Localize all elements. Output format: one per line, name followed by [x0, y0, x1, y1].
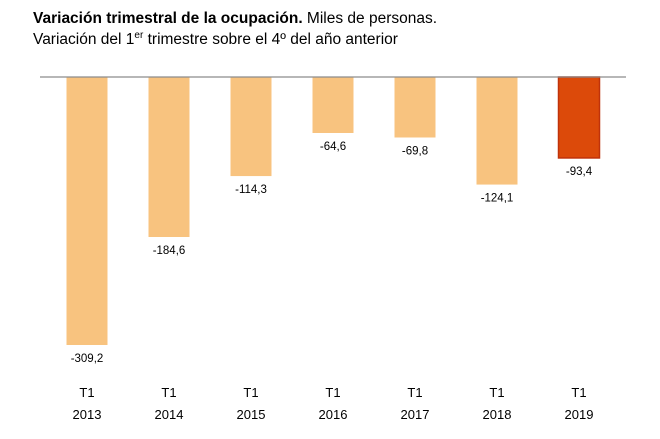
- title-line: Variación trimestral de la ocupación. Mi…: [33, 8, 437, 30]
- subtitle-suffix: trimestre sobre el 4º del año anterior: [143, 31, 398, 48]
- x-tick-label: 2017: [401, 407, 430, 422]
- x-tick-label: T1: [571, 385, 586, 400]
- chart-title: Variación trimestral de la ocupación. Mi…: [33, 8, 437, 50]
- subtitle-prefix: Variación del 1: [33, 31, 135, 48]
- x-tick-label: T1: [79, 385, 94, 400]
- x-tick-label: T1: [243, 385, 258, 400]
- chart-subtitle: Variación del 1er trimestre sobre el 4º …: [33, 30, 437, 50]
- x-tick-label: 2013: [73, 407, 102, 422]
- bar-2016: [312, 77, 354, 133]
- bar-2014: [148, 77, 190, 238]
- value-label: -64,6: [320, 141, 346, 153]
- x-tick-label: T1: [489, 385, 504, 400]
- title-rest: Miles de personas.: [302, 10, 438, 27]
- value-label: -124,1: [481, 193, 514, 205]
- bar-2017: [394, 77, 436, 138]
- value-label: -114,3: [235, 184, 267, 196]
- x-tick-label: T1: [407, 385, 422, 400]
- x-tick-label: 2014: [155, 407, 184, 422]
- x-tick-label: T1: [325, 385, 340, 400]
- x-tick-label: 2016: [319, 407, 348, 422]
- value-label: -309,2: [71, 353, 104, 365]
- bar-2019: [557, 76, 601, 159]
- bar-2015: [230, 77, 272, 177]
- value-label: -184,6: [153, 245, 186, 257]
- bar-2018: [476, 77, 518, 185]
- x-tick-label: 2018: [483, 407, 512, 422]
- x-tick-label: 2015: [237, 407, 266, 422]
- x-tick-label: T1: [161, 385, 176, 400]
- bar-2013: [66, 77, 108, 345]
- value-label: -69,8: [402, 145, 428, 157]
- subtitle-superscript: er: [134, 29, 144, 41]
- x-tick-label: 2019: [565, 407, 594, 422]
- value-label: -93,4: [566, 166, 593, 178]
- title-bold: Variación trimestral de la ocupación.: [33, 10, 303, 27]
